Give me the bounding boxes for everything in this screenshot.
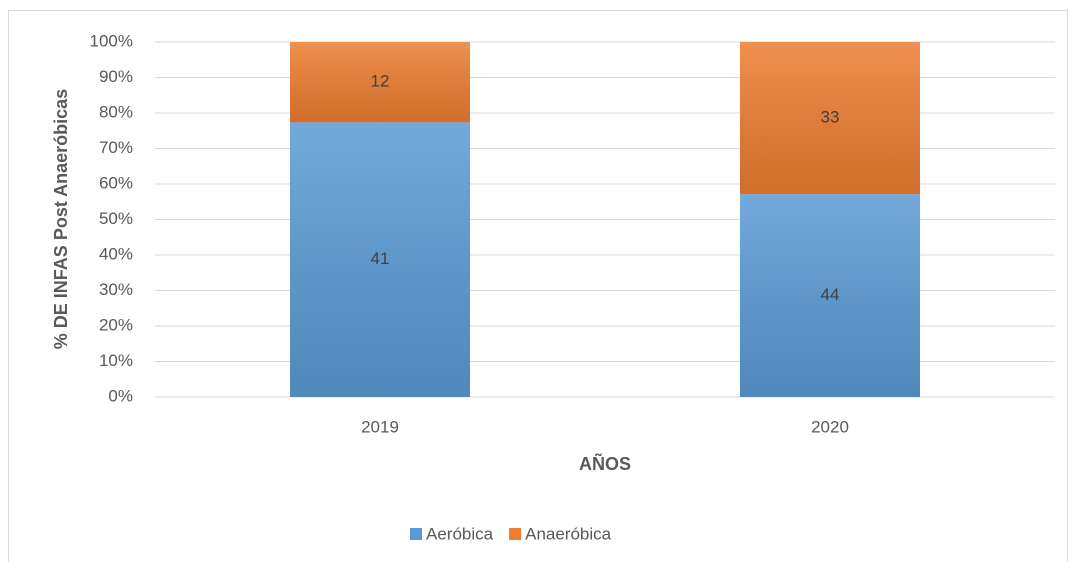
- y-tick-label: 30%: [99, 280, 133, 299]
- bar-shade: [740, 194, 920, 397]
- legend-label: Anaeróbica: [525, 524, 612, 543]
- y-tick-label: 80%: [99, 102, 133, 121]
- data-label: 33: [821, 108, 840, 127]
- bar-shade: [290, 122, 470, 398]
- legend-label: Aeróbica: [426, 524, 494, 543]
- data-label: 12: [371, 72, 390, 91]
- y-tick-label: 60%: [99, 173, 133, 192]
- y-tick-label: 50%: [99, 209, 133, 228]
- legend-swatch: [509, 528, 522, 540]
- y-tick-label: 20%: [99, 315, 133, 334]
- y-tick-label: 70%: [99, 138, 133, 157]
- y-tick-label: 40%: [99, 244, 133, 263]
- bar-shade: [290, 42, 470, 123]
- bar-shade: [740, 42, 920, 195]
- legend-swatch: [410, 528, 422, 540]
- x-tick-label: 2019: [361, 417, 399, 436]
- data-label: 44: [821, 285, 840, 304]
- y-tick-label: 0%: [108, 386, 133, 405]
- y-tick-label: 90%: [99, 67, 133, 86]
- y-tick-label: 10%: [99, 351, 133, 370]
- y-axis-label: % DE INFAS Post Anaeróbicas: [51, 89, 71, 349]
- x-tick-label: 2020: [811, 417, 849, 436]
- y-tick-label: 100%: [90, 31, 133, 50]
- data-label: 41: [371, 249, 390, 268]
- x-axis-label: AÑOS: [579, 453, 631, 474]
